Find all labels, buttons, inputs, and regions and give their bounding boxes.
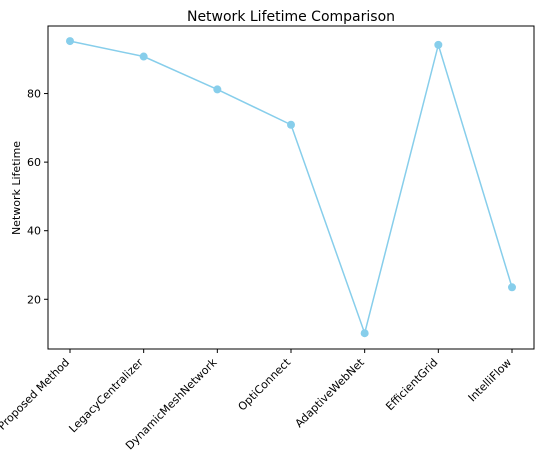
data-point: [287, 120, 295, 129]
chart-title: Network Lifetime Comparison: [187, 9, 395, 25]
x-tick-label: IntelliFlow: [466, 356, 514, 404]
y-axis-label: Network Lifetime: [10, 141, 23, 235]
x-tick-label: OptiConnect: [235, 355, 293, 413]
data-point: [508, 283, 516, 292]
y-tick-label: 60: [27, 156, 41, 169]
data-point: [434, 40, 443, 49]
series-layer: [66, 37, 516, 338]
y-tick-label: 80: [27, 88, 41, 101]
plot-frame: [47, 25, 535, 350]
x-tick-label: AdaptiveWebNet: [293, 355, 368, 430]
y-tick-label: 40: [27, 225, 41, 238]
x-axis: Proposed MethodLegacyCentralizerDynamicM…: [0, 349, 514, 452]
y-tick-label: 20: [27, 293, 41, 306]
y-axis: 20 40 60 80: [27, 88, 48, 306]
x-tick-label: EfficientGrid: [383, 356, 440, 413]
series-line: [69, 40, 513, 336]
data-point: [139, 52, 148, 61]
data-point: [360, 329, 369, 338]
data-point: [213, 85, 222, 94]
data-point: [66, 37, 74, 46]
x-tick-label: LegacyCentralizer: [66, 356, 146, 436]
x-tick-label: Proposed Method: [0, 356, 72, 433]
